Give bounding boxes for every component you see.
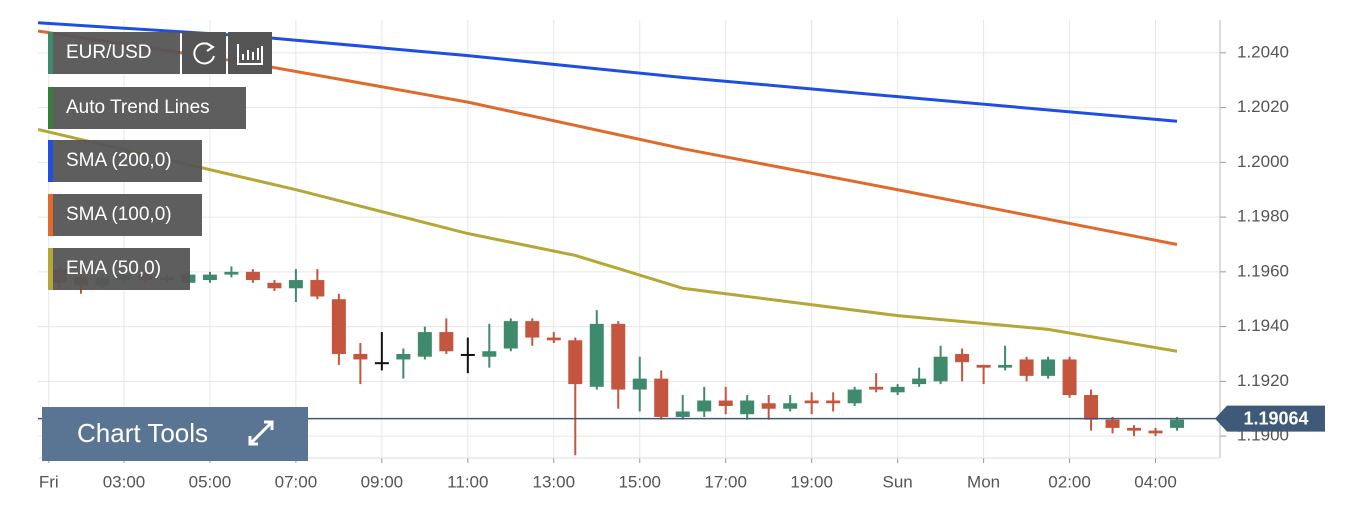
x-tick-label: 05:00 <box>189 472 232 491</box>
x-tick-label: 02:00 <box>1048 472 1091 491</box>
candle-body <box>353 353 368 360</box>
legend-label-box <box>48 140 202 182</box>
y-tick-label: 1.1980 <box>1237 207 1289 226</box>
y-tick-label: 1.2000 <box>1237 152 1289 171</box>
candle-body <box>331 299 346 354</box>
candle-body <box>955 353 970 363</box>
symbol-label-strip <box>48 32 53 74</box>
indicator-line <box>38 128 1178 353</box>
x-tick-label: 03:00 <box>103 472 146 491</box>
candle-body <box>482 351 497 357</box>
candle-body <box>783 403 798 409</box>
candle-body <box>525 321 540 338</box>
candle-body <box>933 356 948 382</box>
refresh-icon <box>193 42 215 65</box>
symbol-label-box <box>48 32 180 74</box>
x-tick-label: 15:00 <box>618 472 661 491</box>
chart-tools-label: Chart Tools <box>77 418 208 448</box>
trend-legend-label-strip <box>48 87 53 129</box>
y-tick-label: 1.2040 <box>1237 42 1289 61</box>
x-tick-label: 09:00 <box>361 472 404 491</box>
candle-body <box>675 411 690 417</box>
last-price-tag <box>1215 405 1325 432</box>
x-tick-label: Fri <box>39 472 59 491</box>
candle-body <box>611 323 626 390</box>
x-tick-label: 04:00 <box>1134 472 1177 491</box>
candle-body <box>568 340 583 385</box>
legend-label-strip <box>48 248 53 290</box>
x-tick-label: 19:00 <box>790 472 833 491</box>
candle-body <box>804 400 819 404</box>
x-tick-label: Sun <box>883 472 913 491</box>
candle-body <box>202 274 217 281</box>
expand-icon <box>248 420 274 446</box>
candle-body <box>267 282 282 289</box>
candle-body <box>632 378 647 390</box>
y-tick-label: 1.1940 <box>1237 316 1289 335</box>
candle-body <box>1084 395 1099 420</box>
legend-label: SMA (200,0) <box>66 150 172 171</box>
candle-body <box>826 400 841 404</box>
candle-body <box>310 280 325 297</box>
x-tick-label: 13:00 <box>533 472 576 491</box>
candle-body <box>374 362 389 365</box>
candle-body <box>1041 359 1056 376</box>
chart-tools-button[interactable] <box>42 407 308 461</box>
trend-legend-label-box <box>48 87 246 129</box>
refresh-button[interactable] <box>182 32 226 74</box>
candle-body <box>718 400 733 406</box>
candle-body <box>697 400 712 412</box>
x-tick-label: Mon <box>967 472 1000 491</box>
candle-body <box>1105 419 1120 428</box>
legend-label-box <box>48 194 202 236</box>
legend-label-strip <box>48 140 53 182</box>
candle-body <box>912 378 927 385</box>
candle-body <box>976 364 991 368</box>
candle-body <box>890 386 905 393</box>
candle-body <box>224 271 239 275</box>
y-tick-label: 1.1960 <box>1237 261 1289 280</box>
candle-body <box>503 321 518 349</box>
candle-body <box>998 364 1013 368</box>
candle-body <box>847 389 862 404</box>
x-tick-label: 07:00 <box>275 472 318 491</box>
candle-body <box>439 332 454 352</box>
candle-body <box>761 403 776 409</box>
candle-body <box>546 337 561 341</box>
legend-label: SMA (100,0) <box>66 204 172 225</box>
candle-body <box>417 332 432 357</box>
trend-legend-label: Auto Trend Lines <box>66 97 210 118</box>
legend-label-strip <box>48 194 53 236</box>
candle-body <box>1062 359 1077 396</box>
candle-body <box>1170 419 1185 428</box>
symbol-label: EUR/USD <box>66 42 152 63</box>
candle-body <box>589 323 604 387</box>
y-tick-label: 1.1920 <box>1237 371 1289 390</box>
candle-body <box>288 280 303 289</box>
legend-label-box <box>48 248 190 290</box>
x-tick-label: 17:00 <box>704 472 747 491</box>
candle-body <box>396 353 411 360</box>
candle-body <box>654 378 669 417</box>
candle-body <box>740 400 755 415</box>
candle-body <box>460 353 475 356</box>
x-tick-label: 11:00 <box>447 472 488 491</box>
candle-body <box>1148 430 1163 434</box>
candle-body <box>245 271 260 281</box>
candle-body <box>869 386 884 390</box>
legend-label: EMA (50,0) <box>66 258 161 279</box>
last-price-label: 1.19064 <box>1243 408 1308 428</box>
chart-type-icon <box>237 44 263 65</box>
candle-body <box>1019 359 1034 376</box>
y-tick-label: 1.2020 <box>1237 97 1289 116</box>
chart-type-button[interactable] <box>228 32 272 74</box>
candle-body <box>1127 427 1142 431</box>
